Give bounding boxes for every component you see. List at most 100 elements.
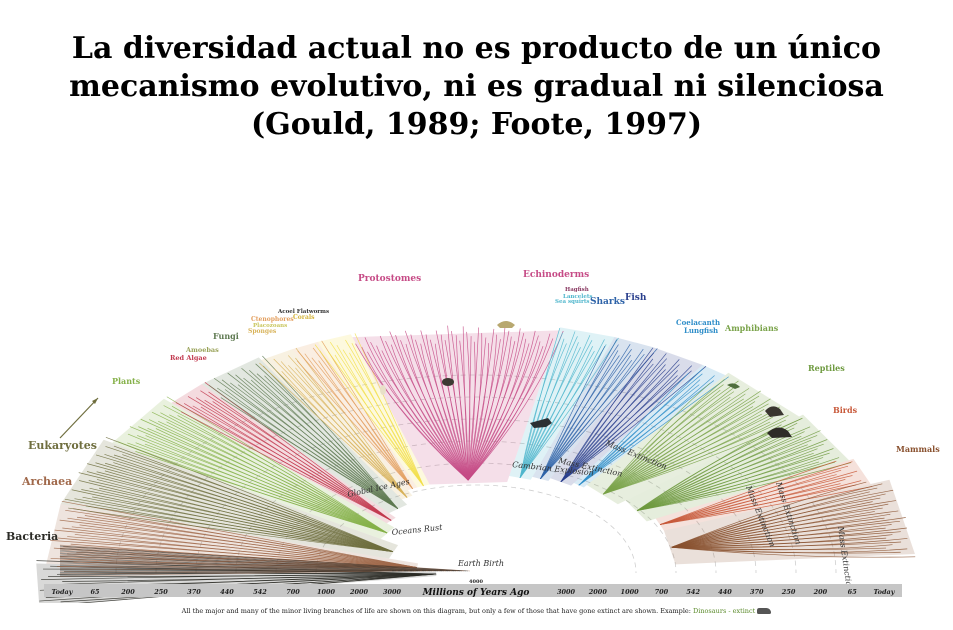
fish-fossil-icon xyxy=(530,418,552,428)
label-bacteria: Bacteria xyxy=(6,530,58,543)
label-archaea: Archaea xyxy=(21,475,72,488)
label-sharks: Sharks xyxy=(590,297,625,307)
branch-fungi xyxy=(221,379,398,509)
timeline-tick: 1000 xyxy=(621,588,640,596)
branch-corals xyxy=(354,333,424,487)
branch-protostomes xyxy=(405,343,469,481)
branch-eukaryotes xyxy=(113,445,393,552)
timeline-tick: 3000 xyxy=(557,588,576,596)
branch-corals xyxy=(314,344,424,487)
animal-silhouettes xyxy=(380,321,792,438)
timeline-bar xyxy=(44,584,902,597)
branch-sea_squirts xyxy=(519,350,595,478)
branch-protostomes xyxy=(379,335,469,481)
branch-protostomes xyxy=(420,343,469,481)
amphibian-icon xyxy=(727,383,740,389)
label-sponges: Sponges xyxy=(248,328,277,335)
branch-archaea xyxy=(67,517,417,568)
branch-sharks xyxy=(540,344,619,479)
branch-ctenophores xyxy=(318,360,413,489)
branch-birds xyxy=(659,460,837,525)
branch-ctenophores xyxy=(321,340,413,489)
wedge-plants xyxy=(112,398,395,539)
branch-mammals xyxy=(671,546,916,558)
dinosaur-icon xyxy=(767,427,792,438)
timeline-center-tick: 4000 xyxy=(469,579,483,585)
branch-protostomes xyxy=(467,341,476,481)
branch-sponges xyxy=(295,347,408,498)
timeline-tick: Today xyxy=(52,588,74,596)
branch-protostomes xyxy=(467,335,539,481)
timeline-tick: 370 xyxy=(750,588,764,596)
timeline-tick: 700 xyxy=(286,588,300,596)
branch-archaea xyxy=(79,524,417,568)
label-echinoderms: Echinoderms xyxy=(523,270,589,280)
branch-sea_squirts xyxy=(519,336,578,478)
branch-reptiles xyxy=(637,443,824,511)
branch-sea_squirts xyxy=(519,327,561,478)
footnote-highlight: Dinosaurs - extinct xyxy=(693,607,756,615)
branch-eukaryotes xyxy=(68,507,393,552)
label-lungfish: Lungfish xyxy=(684,326,718,335)
branch-protostomes xyxy=(410,334,469,481)
branch-sharks xyxy=(540,355,620,480)
label-birds: Birds xyxy=(833,405,858,415)
branch-fish xyxy=(560,358,668,482)
branch-eukaryotes xyxy=(89,487,393,552)
branch-sea_squirts xyxy=(519,340,593,478)
branch-protostomes xyxy=(376,345,469,481)
branch-mammals xyxy=(671,507,883,548)
timeline-ticks-right: 3000 2000 1000 700 542 440 370 250 200 65 Today xyxy=(557,588,896,596)
timeline-tick: 65 xyxy=(90,588,100,596)
branch-protostomes xyxy=(467,337,487,481)
branch-corals xyxy=(349,352,424,487)
tree-of-life-diagram: Bacteria Archaea Eukaryotes Plants Red A… xyxy=(6,270,940,603)
branch-mammals xyxy=(671,546,901,554)
branch-reptiles xyxy=(637,452,814,511)
branch-coelacanth xyxy=(578,372,689,486)
branch-mammals xyxy=(671,489,894,548)
branch-algae xyxy=(183,403,392,521)
branch-amphibians xyxy=(603,403,769,495)
timeline-tick: 2000 xyxy=(349,588,369,596)
branch-amphibians xyxy=(603,398,744,495)
branch-protostomes xyxy=(467,330,564,481)
branch-plants xyxy=(171,405,388,534)
branch-ctenophores xyxy=(296,360,413,489)
branch-bacteria xyxy=(59,570,393,577)
branch-mammals xyxy=(671,546,887,550)
branch-fish xyxy=(560,364,680,482)
branch-amphibians xyxy=(603,419,786,495)
branch-amphibians xyxy=(603,388,750,495)
branch-protostomes xyxy=(467,328,495,481)
branch-protostomes xyxy=(467,343,530,481)
branch-birds xyxy=(659,465,849,525)
wedge-protostomes xyxy=(352,330,560,485)
branch-plants xyxy=(117,441,388,534)
label-corals: Corals xyxy=(293,314,315,321)
label-amphibians: Amphibians xyxy=(724,323,779,333)
branch-sharks xyxy=(540,353,645,480)
branch-protostomes xyxy=(455,335,469,481)
branch-plants xyxy=(177,415,388,534)
branch-plants xyxy=(135,442,388,534)
branch-fungi xyxy=(235,374,398,509)
branch-ctenophores xyxy=(304,353,413,489)
branch-fish xyxy=(560,358,654,482)
branch-sharks xyxy=(540,345,606,479)
branch-amphibians xyxy=(603,391,735,495)
branch-eukaryotes xyxy=(104,453,393,552)
branch-eukaryotes xyxy=(122,454,393,552)
branch-sharks xyxy=(540,349,632,480)
branch-coelacanth xyxy=(578,373,703,486)
timeline-tick: 3000 xyxy=(383,588,402,596)
branch-amphibians xyxy=(603,395,760,495)
branch-fungi xyxy=(237,384,398,509)
timeline-tick: 440 xyxy=(220,588,234,596)
branch-coelacanth xyxy=(578,384,700,486)
branch-birds xyxy=(660,484,857,525)
branch-fish xyxy=(560,347,654,482)
branch-eukaryotes xyxy=(95,462,393,552)
branch-birds xyxy=(660,483,841,525)
branch-fungi xyxy=(262,365,399,509)
